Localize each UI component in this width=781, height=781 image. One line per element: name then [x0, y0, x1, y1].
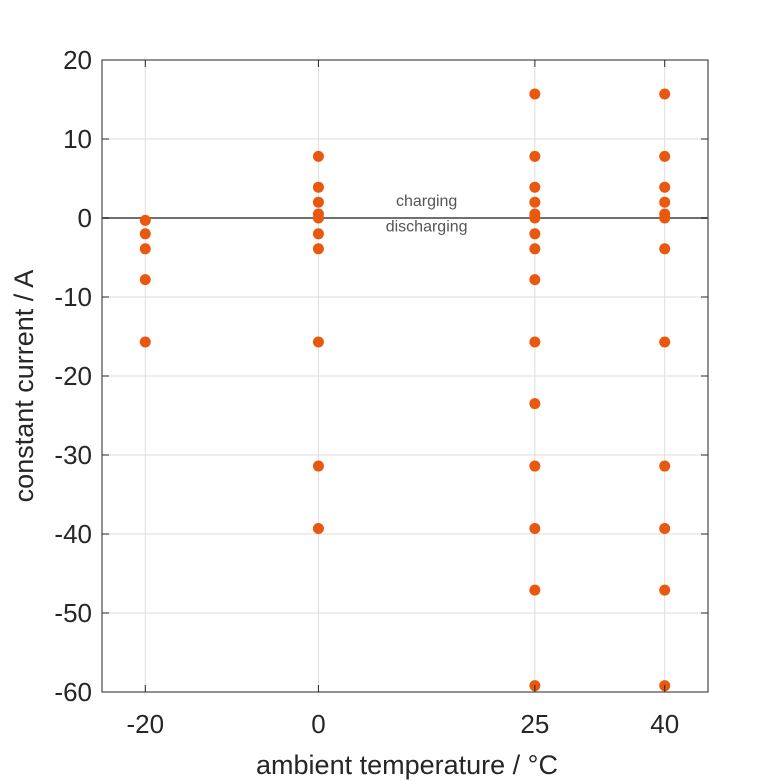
- data-point: [529, 584, 541, 596]
- grid-lines: [102, 59, 708, 693]
- x-tick-label: 25: [520, 709, 549, 739]
- data-point: [529, 460, 541, 472]
- data-point: [659, 150, 671, 162]
- data-point: [312, 336, 324, 348]
- data-point: [529, 228, 541, 240]
- data-point: [529, 212, 541, 224]
- y-axis-ticks: 20 10 0 -10 -20 -30 -40 -50 -60: [54, 45, 708, 707]
- y-tick-label: -50: [54, 598, 92, 628]
- data-point: [312, 228, 324, 240]
- x-tick-label: -20: [126, 709, 164, 739]
- data-point: [659, 584, 671, 596]
- data-point: [659, 212, 671, 224]
- data-point: [529, 196, 541, 208]
- x-tick-label: 40: [650, 709, 679, 739]
- y-tick-label: -20: [54, 361, 92, 391]
- y-tick-label: 10: [63, 124, 92, 154]
- x-tick-label: 0: [311, 709, 325, 739]
- y-tick-label: 0: [78, 203, 92, 233]
- data-point: [529, 336, 541, 348]
- x-axis-title: ambient temperature / °C: [256, 750, 558, 780]
- y-tick-label: -10: [54, 282, 92, 312]
- x-axis-ticks: -20 0 25 40: [126, 60, 679, 739]
- data-point: [529, 522, 541, 534]
- y-tick-label: -60: [54, 677, 92, 707]
- y-axis-title: constant current / A: [9, 270, 39, 503]
- data-point: [139, 228, 151, 240]
- data-point: [139, 243, 151, 255]
- y-tick-label: 20: [63, 45, 92, 75]
- data-point: [529, 274, 541, 286]
- data-point: [139, 336, 151, 348]
- annotations: charging discharging: [386, 193, 468, 235]
- data-point: [312, 181, 324, 193]
- data-point: [529, 243, 541, 255]
- data-points: [139, 88, 671, 692]
- data-point: [312, 196, 324, 208]
- y-tick-label: -40: [54, 519, 92, 549]
- data-point: [659, 243, 671, 255]
- data-point: [529, 398, 541, 410]
- data-point: [659, 336, 671, 348]
- data-point: [659, 181, 671, 193]
- data-point: [659, 88, 671, 100]
- data-point: [139, 274, 151, 286]
- data-point: [529, 150, 541, 162]
- data-point: [529, 181, 541, 193]
- data-point: [659, 460, 671, 472]
- data-point: [312, 150, 324, 162]
- data-point: [312, 522, 324, 534]
- data-point: [659, 196, 671, 208]
- data-point: [312, 243, 324, 255]
- data-point: [312, 212, 324, 224]
- annotation-label: discharging: [386, 218, 468, 235]
- y-tick-label: -30: [54, 440, 92, 470]
- data-point: [529, 88, 541, 100]
- data-point: [312, 460, 324, 472]
- annotation-label: charging: [396, 193, 457, 210]
- data-point: [659, 522, 671, 534]
- data-point: [139, 214, 151, 226]
